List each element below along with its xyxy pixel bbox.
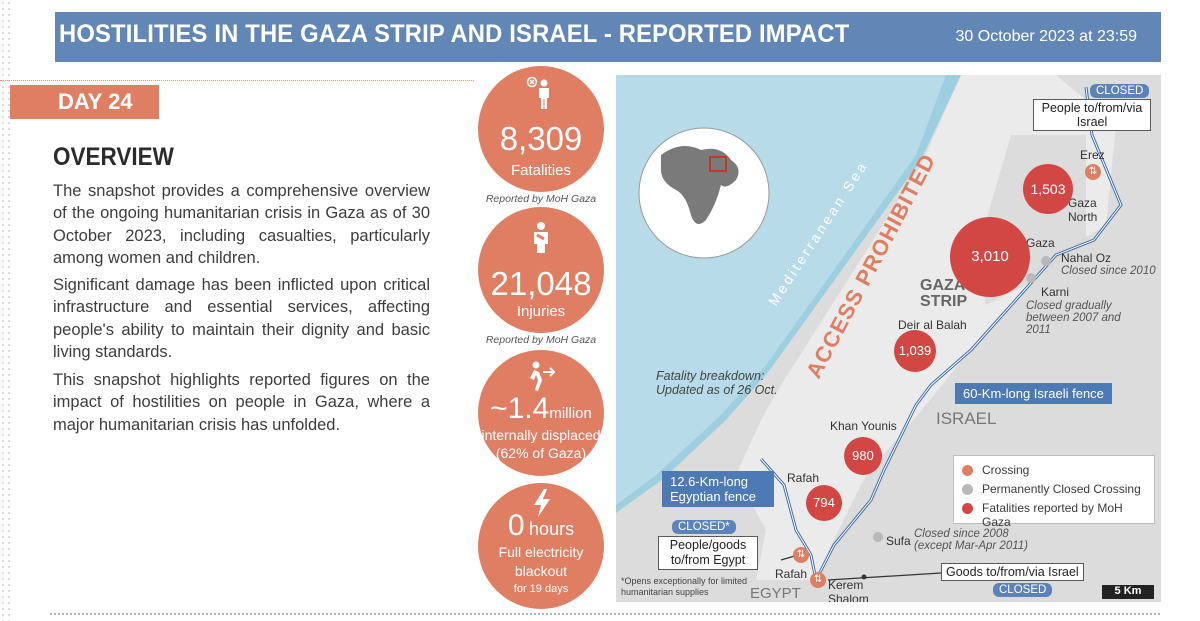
fatalities-gaza-north: 1,503 (1023, 164, 1073, 214)
fatalities-label: Fatalities (510, 162, 572, 179)
globe-locator (709, 156, 727, 172)
overview-paragraph-3: This snapshot highlights reported figure… (53, 371, 430, 434)
electricity-unit: hours (529, 519, 575, 539)
fatalities-value: 8,309 (499, 120, 583, 157)
rafah-crossing-icon: ⇅ (793, 547, 809, 563)
globe-landmass (661, 146, 739, 224)
kerem-crossing-icon: ⇅ (810, 572, 826, 588)
karni-label: Karni (1041, 285, 1070, 299)
lightning-icon (534, 489, 550, 517)
electricity-duration: for 19 days (513, 583, 569, 595)
israeli-fence-callout: 60-Km-long Israeli fence (955, 383, 1112, 404)
electricity-label-2: blackout (514, 563, 568, 579)
rafah-footnote: *Opens exceptionally for limited humanit… (621, 576, 748, 597)
israel-label: ISRAEL (936, 409, 997, 428)
nahal-oz-label: Nahal Oz (1061, 251, 1112, 265)
day-badge: DAY 24 (10, 85, 159, 119)
scale-bar: 5 Km (1102, 585, 1154, 599)
person-x-icon (526, 76, 549, 109)
electricity-label: Full electricity (498, 544, 584, 560)
gaza-label: Gaza (1026, 236, 1055, 250)
karni-note: Closed gradually between 2007 and 2011 (1026, 300, 1121, 336)
fatalities-source: Reported by MoH Gaza (485, 193, 597, 205)
israeli-fence-inner (815, 86, 1122, 581)
deir-al-balah-label: Deir al Balah (898, 318, 967, 332)
erez-crossing-icon: ⇅ (1085, 164, 1101, 180)
electricity-stat: 0 hours Full electricity blackout for 19… (478, 483, 604, 609)
kerem-shalom-label: Kerem Shalom (828, 578, 869, 602)
kerem-leader (827, 572, 942, 581)
overview-paragraph-2: Significant damage has been inflicted up… (53, 276, 430, 361)
displaced-unit: million (549, 405, 592, 422)
fatality-note: Fatality breakdown: Updated as of 26 Oct… (656, 369, 778, 397)
egyptian-fence-callout: 12.6-Km-long Egyptian fence (662, 471, 774, 507)
bottom-divider (50, 613, 1160, 615)
nahal-oz-note: Closed since 2010 (1061, 265, 1156, 277)
erez-info-box: People to/from/via Israel (1033, 99, 1151, 131)
kerem-info-box: Goods to/from/via Israel (941, 563, 1084, 581)
report-header: HOSTILITIES IN THE GAZA STRIP AND ISRAEL… (55, 12, 1161, 62)
legend-closed-crossing: Permanently Closed Crossing (962, 482, 1141, 496)
displaced-label: internally displaced (481, 427, 601, 443)
fatalities-stat: 8,309 Fatalities (478, 66, 604, 192)
rafah-closed-badge: CLOSED* (672, 520, 736, 534)
rafah-label: Rafah (787, 471, 820, 485)
karni-closed-crossing (1026, 273, 1036, 283)
nahal-oz-closed-crossing (1041, 256, 1051, 266)
displaced-percent: (62% of Gaza) (495, 445, 587, 461)
erez-closed-badge: CLOSED (1090, 84, 1150, 98)
fatalities-khan-younis: 980 (844, 437, 882, 475)
gaza-strip-label: GAZA STRIP (920, 277, 968, 310)
map-legend: Crossing Permanently Closed Crossing Fat… (953, 455, 1155, 529)
report-date: 30 October 2023 at 23:59 (955, 28, 1137, 45)
page-title: HOSTILITIES IN THE GAZA STRIP AND ISRAEL… (59, 20, 850, 48)
sufa-label: Sufa (886, 534, 911, 548)
egypt-label: EGYPT (750, 585, 801, 602)
injured-person-icon (534, 222, 548, 253)
map-shapes (616, 75, 1123, 581)
decorative-dot-pattern (0, 0, 14, 621)
divider (0, 80, 474, 82)
fatalities-rafah: 794 (806, 485, 842, 521)
sufa-note: Closed since 2008 (except Mar-Apr 2011) (914, 528, 1028, 552)
rafah-crossing-label: Rafah (775, 567, 808, 581)
overview-heading: OVERVIEW (53, 143, 174, 171)
legend-crossing: Crossing (962, 463, 1029, 477)
injuries-source: Reported by MoH Gaza (485, 334, 597, 346)
injuries-stat: 21,048 Injuries (478, 207, 604, 333)
overview-paragraph-1: The snapshot provides a comprehensive ov… (53, 182, 430, 267)
electricity-value: 0 (507, 509, 525, 542)
injuries-value: 21,048 (490, 265, 592, 302)
sufa-closed-crossing (873, 532, 883, 542)
displaced-value: ~1.4 (490, 392, 550, 425)
gaza-map: Mediterranean Sea ACCESS PROHIBITED GAZA… (616, 75, 1161, 602)
running-person-icon (530, 361, 556, 391)
rafah-info-box: People/goods to/from Egypt (658, 536, 758, 570)
egyptian-fence-inner (760, 458, 817, 581)
gaza-north-label: Gaza North (1068, 196, 1098, 224)
erez-label: Erez (1080, 148, 1105, 162)
fatalities-deir-al-balah: 1,039 (894, 330, 936, 372)
fatalities-gaza: 3,010 (950, 217, 1030, 297)
kerem-closed-badge: CLOSED (993, 583, 1053, 597)
khan-younis-label: Khan Younis (830, 419, 897, 433)
injuries-label: Injuries (516, 303, 566, 320)
legend-fatalities: Fatalities reported by MoH Gaza (962, 501, 1154, 529)
displaced-stat: ~1.4million internally displaced (62% of… (478, 350, 604, 476)
